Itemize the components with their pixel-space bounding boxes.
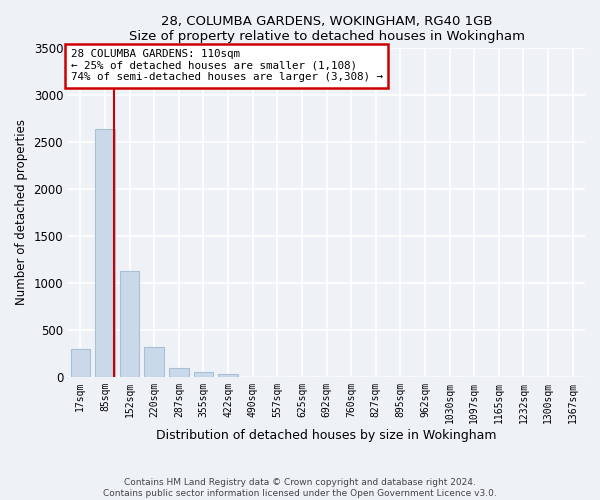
Text: 28 COLUMBA GARDENS: 110sqm
← 25% of detached houses are smaller (1,108)
74% of s: 28 COLUMBA GARDENS: 110sqm ← 25% of deta… bbox=[71, 50, 383, 82]
Bar bbox=[145, 348, 164, 376]
Bar bbox=[218, 374, 238, 376]
Bar bbox=[194, 372, 213, 376]
Bar bbox=[71, 350, 90, 376]
Bar bbox=[120, 270, 139, 376]
Y-axis label: Number of detached properties: Number of detached properties bbox=[15, 120, 28, 306]
Title: 28, COLUMBA GARDENS, WOKINGHAM, RG40 1GB
Size of property relative to detached h: 28, COLUMBA GARDENS, WOKINGHAM, RG40 1GB… bbox=[128, 15, 524, 43]
X-axis label: Distribution of detached houses by size in Wokingham: Distribution of detached houses by size … bbox=[156, 430, 497, 442]
Bar bbox=[169, 368, 188, 376]
Bar bbox=[95, 129, 115, 376]
Text: Contains HM Land Registry data © Crown copyright and database right 2024.
Contai: Contains HM Land Registry data © Crown c… bbox=[103, 478, 497, 498]
